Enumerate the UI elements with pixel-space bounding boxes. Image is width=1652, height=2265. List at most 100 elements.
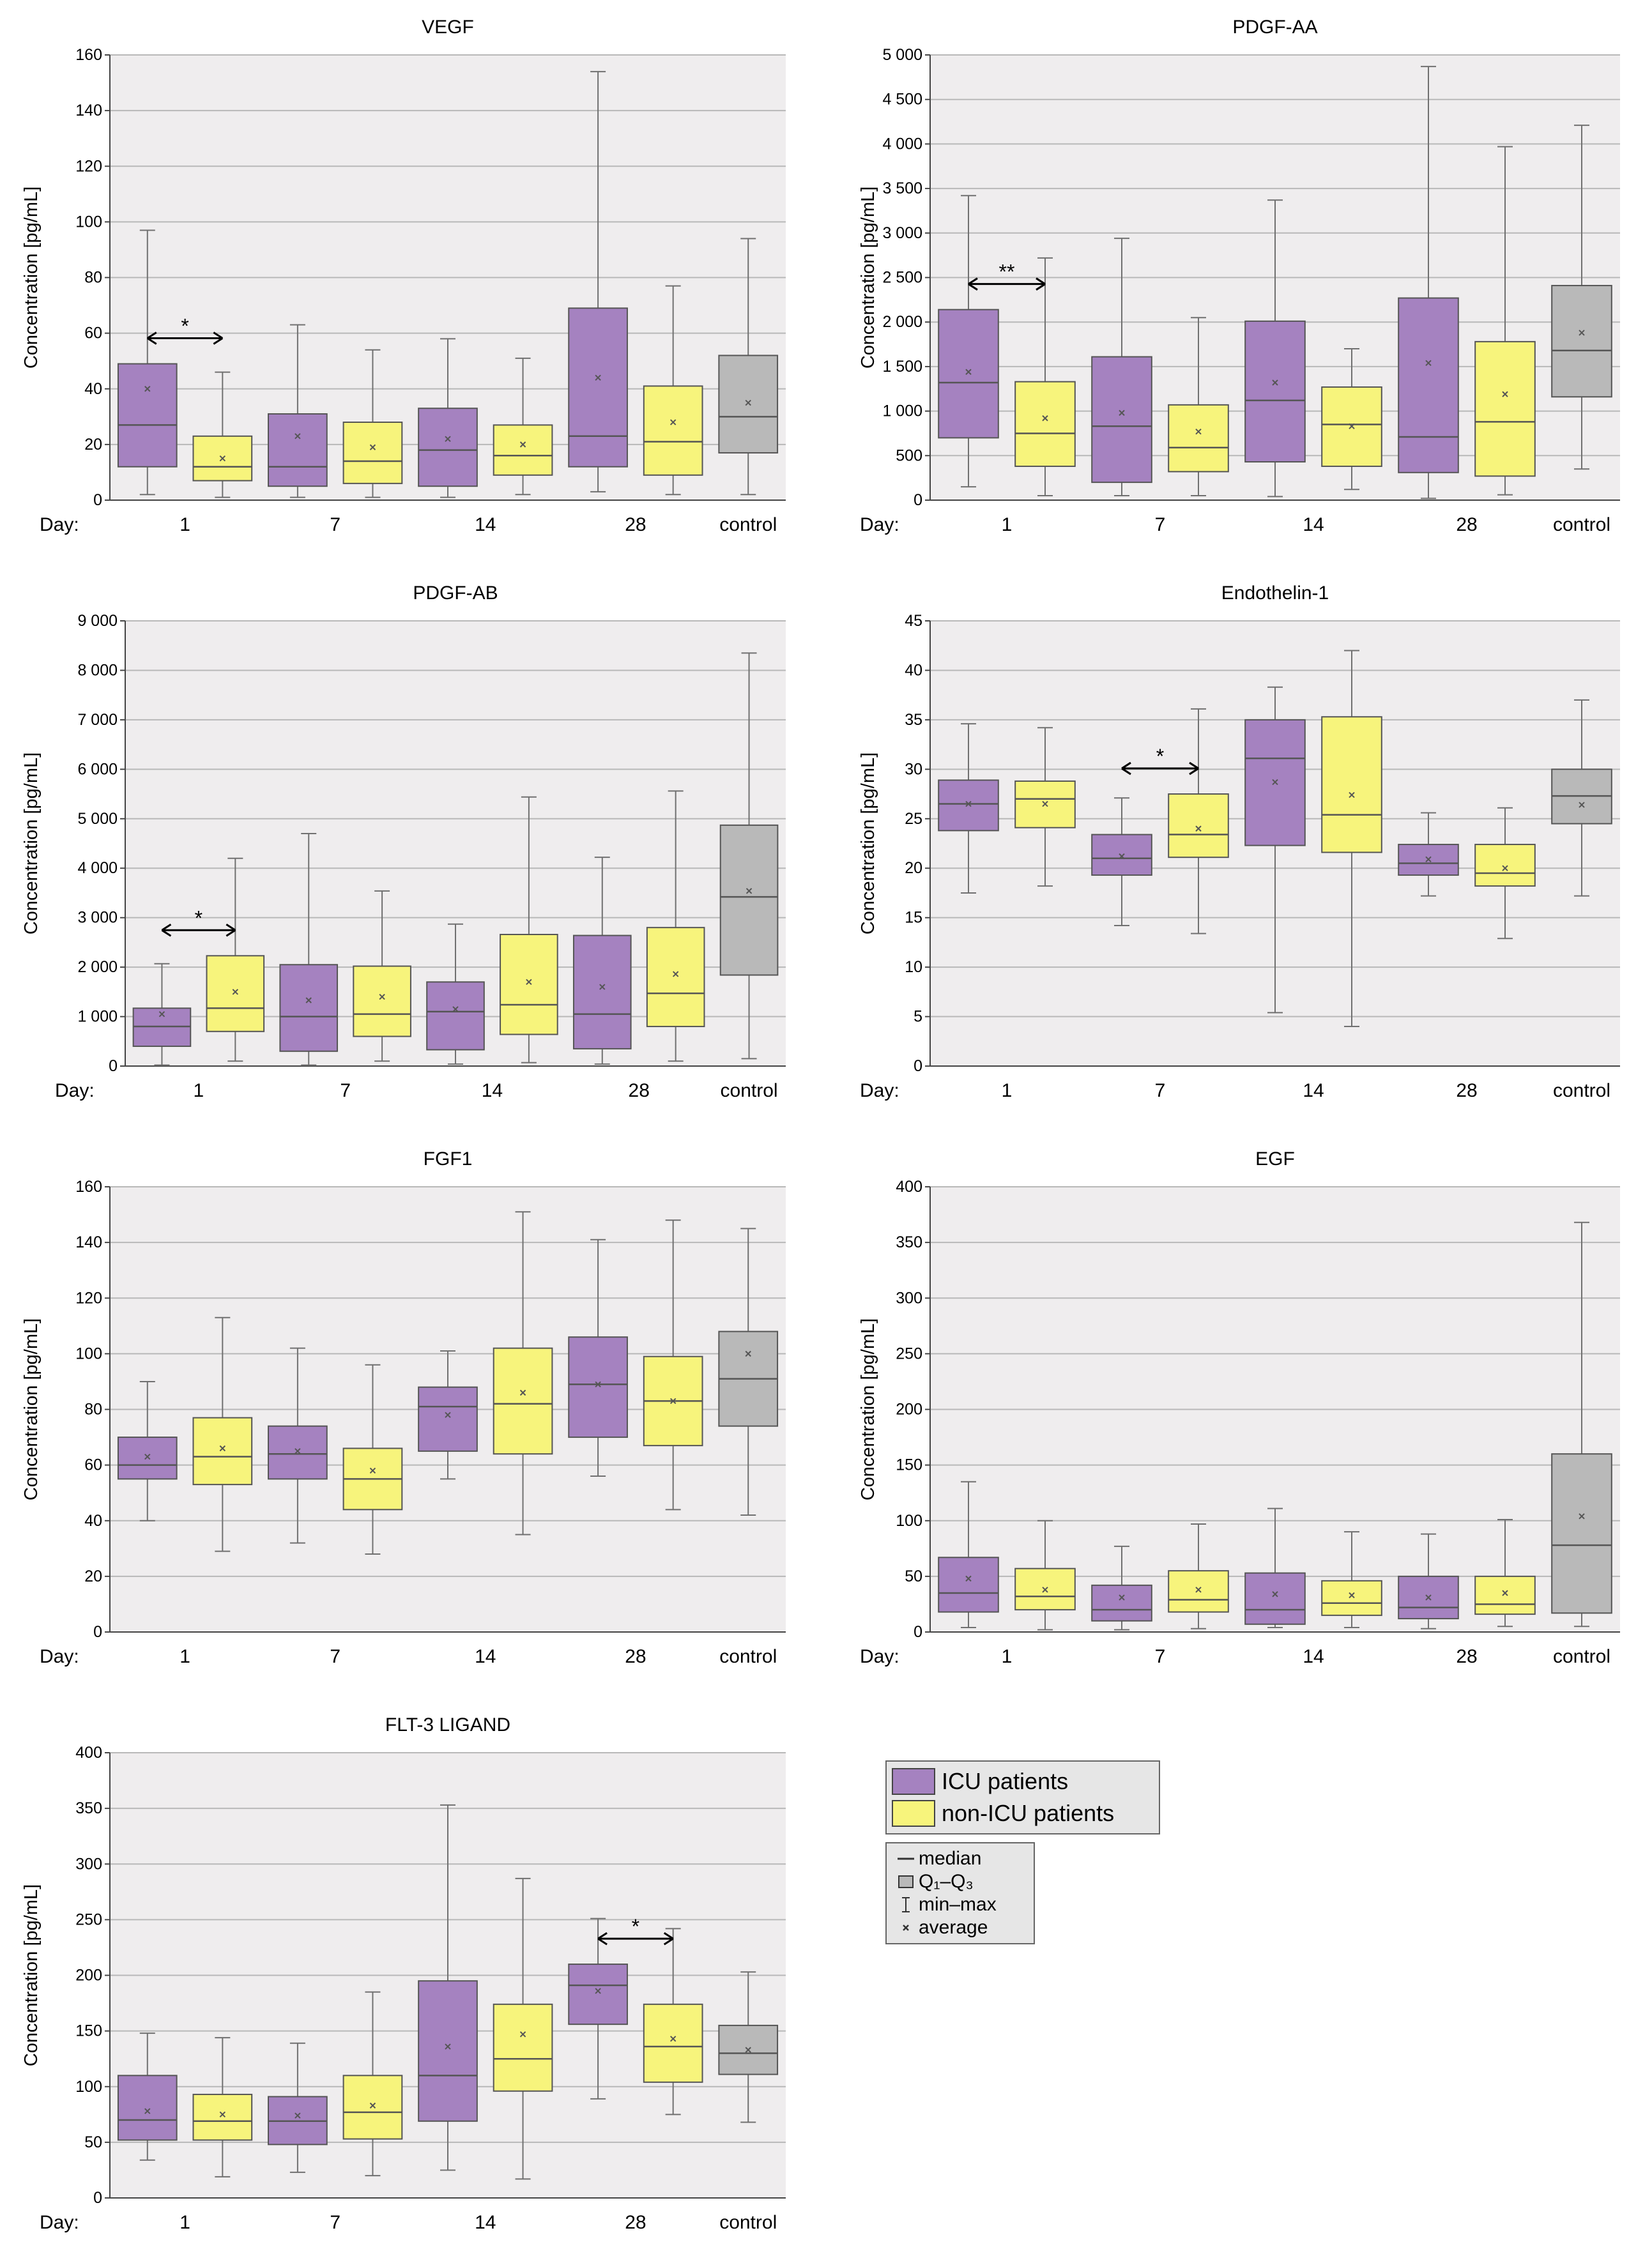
arrowhead-right-icon xyxy=(226,924,236,937)
day-label-14: 14 xyxy=(475,2212,496,2233)
mean-marker xyxy=(965,369,972,375)
day-label-1: 1 xyxy=(194,1080,204,1101)
box-non-icu-day-7 xyxy=(1168,708,1229,934)
y-tick-label: 400 xyxy=(75,1744,102,1762)
box-non-icu-day-28 xyxy=(646,790,705,1062)
box-q1-q3 xyxy=(718,355,779,454)
key-item-whisker: min–max xyxy=(893,1893,1027,1916)
box-non-icu-day-28 xyxy=(1474,1519,1536,1628)
mean-marker xyxy=(595,1988,601,1994)
box-q1-q3 xyxy=(568,1336,628,1438)
box-control-day-control xyxy=(718,1971,779,2123)
box-non-icu-day-1 xyxy=(192,371,253,498)
box-q1-q3 xyxy=(1321,1580,1382,1616)
y-tick-label: 250 xyxy=(896,1345,922,1362)
mean-marker xyxy=(672,971,679,977)
box-q1-q3 xyxy=(117,2075,178,2141)
box-icu-day-14 xyxy=(418,338,478,498)
group-legend: ICU patients non-ICU patients xyxy=(885,1760,1160,1834)
box-non-icu-day-28 xyxy=(643,1928,703,2116)
box-icu-day-28 xyxy=(1398,812,1459,897)
significance-label: * xyxy=(195,906,203,929)
statistics-key: median Q₁–Q₃ min–max average xyxy=(885,1842,1035,1944)
mean-marker xyxy=(526,979,532,986)
y-tick-label: 100 xyxy=(75,213,102,231)
mean-marker xyxy=(1042,800,1048,807)
mean-marker xyxy=(1042,415,1048,422)
arrowhead-left-icon xyxy=(1121,761,1131,775)
y-tick-label: 150 xyxy=(75,2022,102,2040)
y-tick-label: 0 xyxy=(914,1623,922,1641)
day-label-14: 14 xyxy=(1303,514,1324,535)
day-label-control: control xyxy=(719,514,777,535)
chart-title: EGF xyxy=(1255,1148,1295,1170)
mean-marker xyxy=(158,1010,165,1018)
significance-bracket: ** xyxy=(968,261,1046,291)
box-q1-q3 xyxy=(646,927,705,1028)
box-non-icu-day-7 xyxy=(353,890,411,1062)
day-label-control: control xyxy=(719,1646,777,1667)
mean-marker xyxy=(445,2043,451,2050)
chart-title: FGF1 xyxy=(424,1148,473,1170)
y-tick-label: 3 000 xyxy=(77,909,118,927)
mean-marker xyxy=(1272,779,1278,786)
y-axis-label: Concentration [pg/mL] xyxy=(21,1884,42,2066)
y-tick-label: 4 000 xyxy=(882,135,922,153)
non-icu-swatch-icon xyxy=(892,1800,935,1827)
mean-marker xyxy=(1272,1591,1278,1598)
day-label-28: 28 xyxy=(1456,1080,1477,1101)
y-tick-label: 140 xyxy=(75,102,102,119)
whisker-icon xyxy=(893,1896,919,1914)
mean-marker xyxy=(1272,379,1278,386)
mean-marker xyxy=(1119,409,1125,416)
arrowhead-left-icon xyxy=(161,924,172,937)
box-icu-day-1 xyxy=(117,229,178,496)
significance-label: * xyxy=(181,315,188,338)
significance-bracket: * xyxy=(146,315,224,345)
day-label-14: 14 xyxy=(1303,1646,1324,1667)
box-icu-day-1 xyxy=(117,2032,178,2161)
box-icu-day-7 xyxy=(1091,1545,1152,1631)
mean-marker xyxy=(965,800,972,807)
mean-marker xyxy=(1119,1594,1125,1601)
y-tick-label: 3 500 xyxy=(882,179,922,197)
mean-marker xyxy=(1349,423,1355,430)
day-label-control: control xyxy=(719,2212,777,2233)
day-label-1: 1 xyxy=(1002,1646,1013,1667)
mean-marker xyxy=(1502,391,1508,397)
box-non-icu-day-14 xyxy=(493,1877,553,2180)
box-q1-q3 xyxy=(353,965,411,1037)
legend-item-icu: ICU patients xyxy=(892,1765,1154,1797)
y-tick-label: 80 xyxy=(84,269,102,287)
mean-marker xyxy=(1195,825,1202,832)
box-q1-q3 xyxy=(938,1557,999,1613)
mean-marker xyxy=(669,419,677,425)
day-label-7: 7 xyxy=(330,1646,340,1667)
day-label-control: control xyxy=(1553,1646,1610,1667)
arrowhead-left-icon xyxy=(146,332,157,345)
mean-marker xyxy=(144,386,151,392)
significance-bracket: * xyxy=(161,906,236,937)
chart-egf: 0 50 100 150 200 250 300 350 400 EGF Concentration… xyxy=(858,1148,1620,1667)
box-q1-q3 xyxy=(1091,1584,1152,1622)
y-axis-label: Concentration [pg/mL] xyxy=(21,187,42,369)
day-label-14: 14 xyxy=(1303,1080,1324,1101)
y-tick-label: 1 000 xyxy=(882,402,922,420)
box-q1-q3 xyxy=(643,385,703,476)
significance-label: * xyxy=(632,1915,639,1938)
mean-marker xyxy=(219,455,226,462)
y-tick-label: 4 000 xyxy=(77,859,118,877)
mean-marker xyxy=(1119,853,1125,860)
chart-title: PDGF-AA xyxy=(1232,17,1317,38)
box-icu-day-14 xyxy=(1244,199,1306,498)
box-q1-q3 xyxy=(500,933,558,1035)
y-tick-label: 40 xyxy=(84,1512,102,1530)
mean-marker xyxy=(1502,865,1508,871)
mean-marker xyxy=(1579,330,1585,336)
y-tick-label: 0 xyxy=(93,1623,102,1641)
box-q1-q3 xyxy=(1551,285,1612,398)
x-axis-label: Day: xyxy=(860,514,899,535)
y-tick-label: 50 xyxy=(84,2133,102,2151)
y-tick-label: 1 500 xyxy=(882,358,922,376)
box-non-icu-day-14 xyxy=(493,1211,553,1536)
